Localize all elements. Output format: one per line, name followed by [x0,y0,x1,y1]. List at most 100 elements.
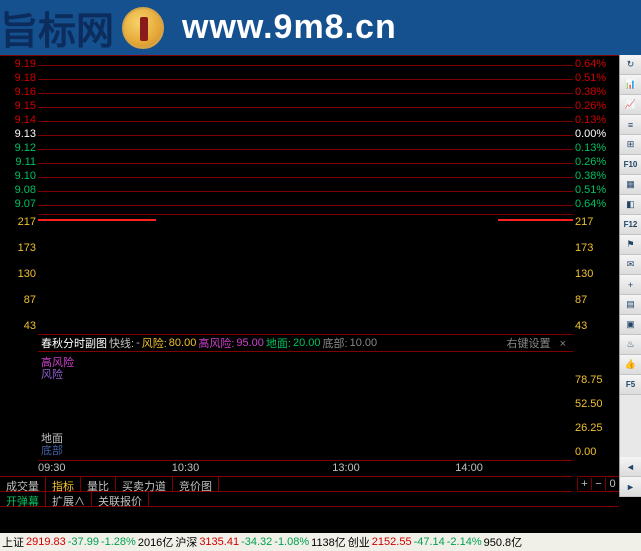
grid-icon[interactable]: ▦ [620,175,641,195]
grid-line [38,107,573,108]
x-tick: 13:00 [332,462,360,474]
status-item: -34.32 [241,536,272,548]
mid-left-tick: 130 [2,268,36,280]
price-right-tick: 0.26% [575,157,617,168]
x-tick: 10:30 [172,462,200,474]
quick-label: 快线: [109,335,134,351]
sub-label: 底部 [41,442,63,458]
candle-icon[interactable]: 📈 [620,95,641,115]
fn-f5[interactable]: F5 [620,375,641,395]
sub-label: 风险 [41,366,63,382]
sub-right-tick: 26.25 [575,422,617,434]
tab-量比[interactable]: 量比 [81,477,116,491]
sub-right-tick: 0.00 [575,446,617,458]
price-right-tick: 0.13% [575,115,617,126]
zoom-control: + − 0 [577,476,619,492]
x-axis: 09:30 10:30 13:00 14:00 [38,460,573,476]
price-right-tick: 0.00% [575,129,617,140]
refresh-icon[interactable]: ↻ [620,55,641,75]
price-left-tick: 9.13 [2,129,36,140]
banner: 旨标网 www.9m8.cn [0,0,641,55]
quick-value: - [136,337,140,349]
grid-line [38,149,573,150]
status-item: 3135.41 [199,536,239,548]
indicator-bar: 春秋分时副图 快线: - 风险: 80.00 高风险: 95.00 地面: 20… [38,334,573,352]
x-tick: 09:30 [38,462,66,474]
mid-right-tick: 173 [575,242,617,254]
high-risk-label: 高风险: [198,335,234,351]
plus-icon[interactable]: + [620,275,641,295]
status-item: -37.99 [68,536,99,548]
tab-成交量[interactable]: 成交量 [0,477,46,491]
mid-left-tick: 87 [2,294,36,306]
status-bar: 上证2919.83-37.99-1.28%2016亿沪深3135.41-34.3… [0,533,641,551]
mid-chart [38,214,573,332]
close-icon[interactable]: × [560,338,566,350]
price-right-tick: 0.38% [575,171,617,182]
grid-line [38,191,573,192]
tool2-icon[interactable]: ◧ [620,195,641,215]
price-left-tick: 9.19 [2,59,36,70]
mid-left-tick: 217 [2,216,36,228]
status-item: 创业 [348,534,370,550]
fn-f10[interactable]: F10 [620,155,641,175]
status-item: -47.14 [414,536,445,548]
banner-logo-text: 旨标网 [0,0,114,55]
status-item: 950.8亿 [484,534,523,550]
status-item: -1.08% [274,536,309,548]
fwd-icon[interactable]: ► [620,477,641,497]
price-grid [38,56,573,211]
grid-line [38,121,573,122]
status-item: 2152.55 [372,536,412,548]
mid-series-line [38,219,156,221]
list-icon[interactable]: ≡ [620,115,641,135]
flag-icon[interactable]: ⚑ [620,235,641,255]
back-icon[interactable]: ◄ [620,457,641,477]
status-item: 2016亿 [138,534,173,550]
price-left-tick: 9.11 [2,157,36,168]
price-left-tick: 9.08 [2,185,36,196]
mid-right-tick: 43 [575,320,617,332]
price-left-tick: 9.12 [2,143,36,154]
zoom-minus-button[interactable]: − [591,478,605,490]
mid-left-tick: 43 [2,320,36,332]
price-right-tick: 0.64% [575,59,617,70]
bottom-label: 底部: [323,335,348,351]
banner-url: www.9m8.cn [182,8,397,47]
x-tick: 14:00 [455,462,483,474]
fn-f12[interactable]: F12 [620,215,641,235]
sub-chart: 高风险风险地面底部 [38,352,573,458]
grid-line [38,65,573,66]
price-left-tick: 9.15 [2,101,36,112]
price-left-tick: 9.07 [2,199,36,210]
status-item: 2919.83 [26,536,66,548]
chart-icon[interactable]: 📊 [620,75,641,95]
tab-指标[interactable]: 指标 [46,477,81,491]
tab2-开弹幕[interactable]: 开弹幕 [0,492,46,506]
mid-right-tick: 130 [575,268,617,280]
doc-icon[interactable]: ▤ [620,295,641,315]
price-right-tick: 0.51% [575,73,617,84]
tab-买卖力道[interactable]: 买卖力道 [116,477,173,491]
tab2-扩展∧[interactable]: 扩展∧ [46,492,92,506]
thumb-icon[interactable]: 👍 [620,355,641,375]
mid-right-tick: 217 [575,216,617,228]
price-left-tick: 9.18 [2,73,36,84]
tab-竞价图[interactable]: 竞价图 [173,477,219,491]
chart-area: 9.199.189.169.159.149.139.129.119.109.08… [0,55,619,497]
sub-right-tick: 52.50 [575,398,617,410]
status-item: 上证 [2,534,24,550]
tool-icon[interactable]: ⊞ [620,135,641,155]
flame-icon[interactable]: ♨ [620,335,641,355]
cal-icon[interactable]: ▣ [620,315,641,335]
news-icon[interactable]: ✉ [620,255,641,275]
price-right-tick: 0.13% [575,143,617,154]
tab2-关联报价[interactable]: 关联报价 [92,492,149,506]
indicator-menu[interactable]: 右键设置 × [507,335,569,351]
grid-line [38,93,573,94]
zoom-plus-button[interactable]: + [577,478,591,490]
bottom-value: 10.00 [350,337,378,349]
mid-right-tick: 87 [575,294,617,306]
price-left-tick: 9.14 [2,115,36,126]
ground-label: 地面: [266,335,291,351]
